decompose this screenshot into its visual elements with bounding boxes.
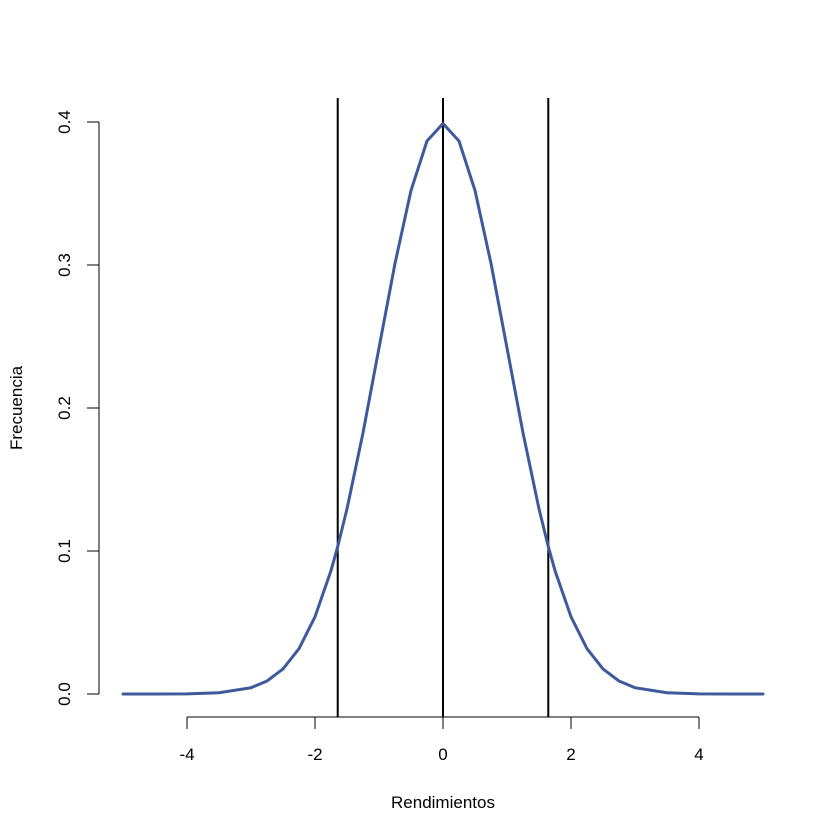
x-tick-label: 4 bbox=[694, 745, 703, 764]
x-tick-label: -2 bbox=[307, 745, 322, 764]
density-curve-group bbox=[121, 122, 765, 696]
x-tick-label: -4 bbox=[179, 745, 194, 764]
x-axis-title: Rendimientos bbox=[391, 793, 495, 812]
density-curve-0 bbox=[121, 122, 765, 696]
x-axis: -4 -2 0 2 4 bbox=[179, 716, 704, 764]
vertical-lines bbox=[336, 98, 550, 717]
y-axis: 0.0 0.1 0.2 0.3 0.4 bbox=[55, 110, 100, 706]
y-axis-title: Frecuencia bbox=[7, 365, 26, 450]
y-tick-label: 0.0 bbox=[55, 682, 74, 706]
y-tick-label: 0.1 bbox=[55, 539, 74, 563]
y-tick-label: 0.2 bbox=[55, 396, 74, 420]
y-tick-label: 0.3 bbox=[55, 253, 74, 277]
x-tick-label: 0 bbox=[438, 745, 447, 764]
x-tick-label: 2 bbox=[566, 745, 575, 764]
y-tick-label: 0.4 bbox=[55, 110, 74, 134]
